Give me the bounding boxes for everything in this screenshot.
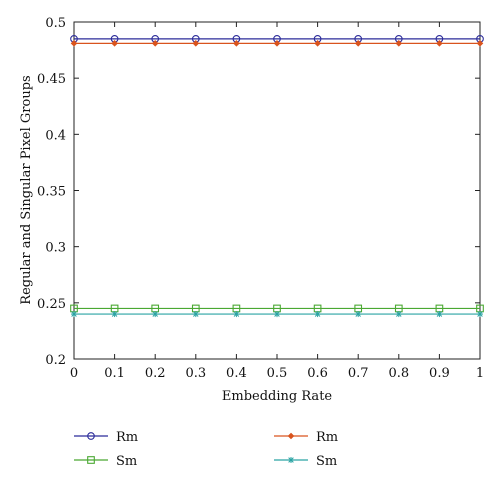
- data-point: [192, 311, 199, 318]
- data-point: [151, 40, 159, 47]
- data-point: [87, 432, 95, 440]
- data-point: [111, 311, 118, 318]
- legend-label: Rm: [316, 430, 338, 445]
- x-tick-label: 0.3: [185, 366, 206, 381]
- data-point: [395, 40, 403, 47]
- data-point: [233, 40, 240, 47]
- y-tick-label: 0.45: [37, 72, 66, 87]
- data-point: [288, 457, 294, 463]
- y-axis: 0.2 0.25 0.3 0.35 0.4 0.45 0.5: [37, 16, 480, 368]
- y-tick-label: 0.4: [45, 128, 66, 143]
- x-tick-label: 0.5: [267, 366, 288, 381]
- series-1: [70, 40, 484, 47]
- data-point: [87, 456, 95, 464]
- x-axis-label: Embedding Rate: [222, 389, 333, 404]
- data-point: [477, 311, 483, 318]
- x-axis: 0 0.1 0.2 0.3 0.4 0.5 0.6 0.7 0.8 0.9 1: [70, 22, 484, 381]
- x-tick-label: 0: [70, 366, 78, 381]
- y-tick-label: 0.5: [45, 16, 66, 31]
- data-point: [233, 311, 240, 318]
- x-tick-label: 0.7: [348, 366, 369, 381]
- x-tick-label: 1: [476, 366, 484, 381]
- series-3: [71, 311, 483, 318]
- data-point: [314, 40, 321, 47]
- x-tick-label: 0.6: [307, 366, 328, 381]
- legend-item: Sm: [74, 454, 137, 469]
- y-tick-label: 0.3: [45, 241, 66, 256]
- y-tick-label: 0.25: [37, 297, 66, 312]
- x-tick-label: 0.1: [104, 366, 125, 381]
- legend-item: Rm: [274, 430, 338, 445]
- data-point: [355, 311, 362, 318]
- x-tick-label: 0.9: [429, 366, 450, 381]
- legend-item: Rm: [74, 430, 138, 445]
- data-point: [436, 40, 443, 47]
- legend-label: Sm: [316, 454, 337, 469]
- series-layer: [70, 34, 484, 318]
- y-axis-label: Regular and Singular Pixel Groups: [19, 75, 34, 304]
- legend: Rm Rm Sm Sm: [74, 430, 338, 469]
- data-point: [436, 311, 443, 318]
- series-2: [70, 304, 484, 313]
- data-point: [395, 311, 402, 318]
- y-tick-label: 0.2: [45, 353, 66, 368]
- legend-label: Sm: [116, 454, 137, 469]
- x-tick-label: 0.4: [226, 366, 247, 381]
- legend-label: Rm: [116, 430, 138, 445]
- data-point: [273, 40, 281, 47]
- data-point: [354, 40, 362, 47]
- data-point: [71, 311, 77, 318]
- data-point: [287, 432, 295, 440]
- x-tick-label: 0.8: [388, 366, 409, 381]
- data-point: [111, 40, 118, 47]
- data-point: [274, 311, 280, 318]
- y-tick-label: 0.35: [37, 185, 66, 200]
- data-point: [192, 40, 200, 47]
- legend-item: Sm: [274, 454, 337, 469]
- data-point: [152, 311, 159, 318]
- data-point: [314, 311, 321, 318]
- x-tick-label: 0.2: [145, 366, 166, 381]
- data-point: [476, 40, 484, 47]
- data-point: [70, 40, 78, 47]
